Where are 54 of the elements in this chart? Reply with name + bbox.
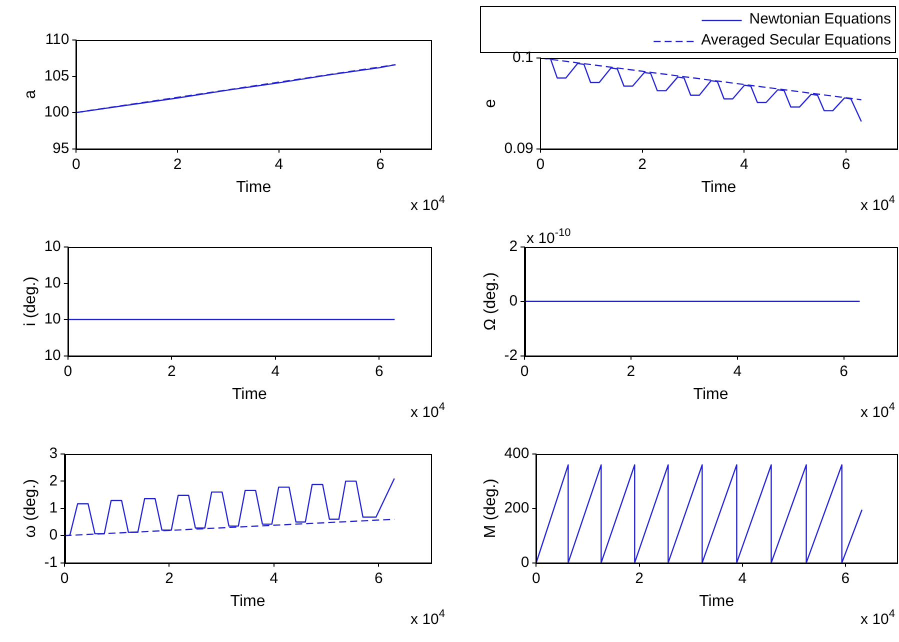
x-axis-title: Time <box>230 592 266 610</box>
legend-label: Newtonian Equations <box>749 10 892 28</box>
y-tick-label: 10 <box>44 238 61 256</box>
x-tick-label: 6 <box>842 156 850 173</box>
x-tick-label: 0 <box>72 156 80 173</box>
y-tick-label: -1 <box>44 554 58 571</box>
y-tick-label: 100 <box>44 104 70 121</box>
x-axis-title: Time <box>232 386 268 403</box>
x-tick-label: 4 <box>274 156 284 173</box>
y-tick-label: 0 <box>49 526 58 544</box>
x-tick-label: 6 <box>840 362 848 380</box>
y-axis-title: e <box>482 98 500 108</box>
legend-label: Averaged Secular Equations <box>701 32 892 49</box>
y-tick-label: 3 <box>49 445 58 462</box>
x-tick-label: 2 <box>167 362 176 380</box>
y-tick-label: 10 <box>44 274 61 292</box>
x-axis-title: Time <box>236 178 272 196</box>
x-tick-label: 4 <box>270 570 278 587</box>
y-tick-label: 110 <box>45 31 70 48</box>
x-tick-label: 2 <box>626 362 636 380</box>
y-axis-title: ω (deg.) <box>22 479 40 538</box>
x-axis-title: Time <box>701 178 736 196</box>
y-tick-label: 0 <box>509 292 518 310</box>
x-tick-label: 0 <box>536 156 545 173</box>
y-axis-title: M (deg.) <box>482 478 500 538</box>
y-tick-label: 1 <box>49 500 58 517</box>
x-tick-label: 2 <box>173 156 182 173</box>
x-tick-label: 6 <box>374 570 383 587</box>
y-axis-title: i (deg.) <box>22 276 40 326</box>
x-tick-label: 4 <box>271 362 280 380</box>
y-tick-label: 400 <box>504 445 530 462</box>
y-tick-label: -2 <box>504 346 518 364</box>
y-tick-label: 200 <box>504 500 530 517</box>
x-tick-label: 6 <box>376 156 384 173</box>
y-tick-label: 105 <box>44 67 70 84</box>
y-axis-title: a <box>22 90 40 99</box>
x-tick-label: 4 <box>733 362 742 380</box>
y-axis-title: Ω (deg.) <box>482 272 500 330</box>
y-tick-label: 0 <box>520 554 530 571</box>
x-tick-label: 2 <box>635 570 644 587</box>
y-tick-label: 2 <box>509 238 518 256</box>
y-tick-label: 95 <box>52 140 70 157</box>
x-tick-label: 2 <box>165 570 174 587</box>
y-tick-label: 10 <box>44 346 61 364</box>
y-tick-label: 0.09 <box>504 140 534 157</box>
x-tick-label: 2 <box>638 156 646 173</box>
x-tick-label: 6 <box>841 570 850 587</box>
x-tick-label: 4 <box>738 570 747 587</box>
y-tick-label: 2 <box>49 472 58 490</box>
x-axis-title: Time <box>699 592 734 610</box>
x-tick-label: 4 <box>740 156 748 173</box>
x-tick-label: 6 <box>374 362 384 380</box>
y-tick-label: 10 <box>44 310 61 328</box>
x-axis-title: Time <box>693 386 728 403</box>
